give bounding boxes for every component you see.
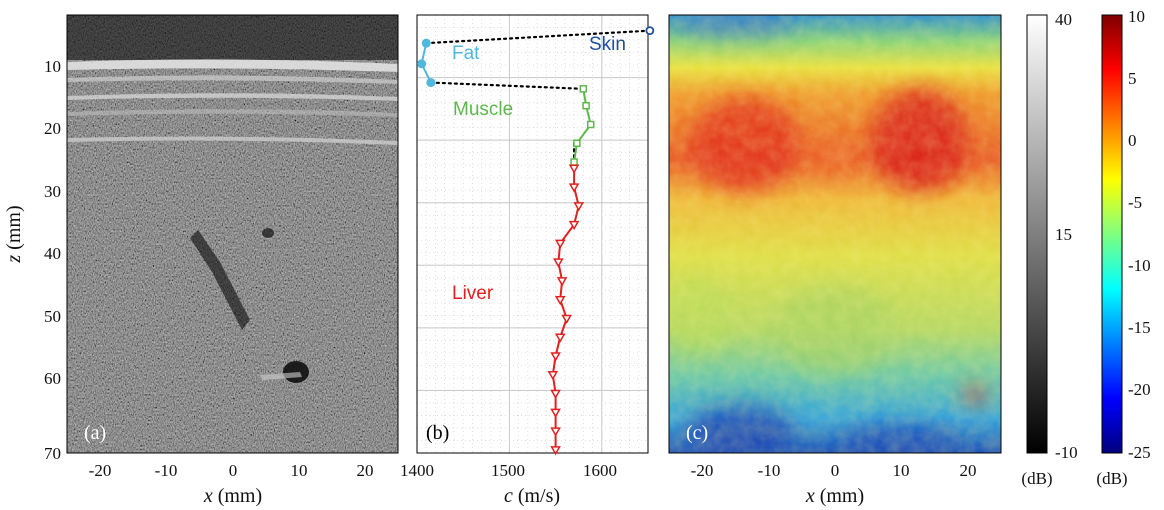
tick-label: 70 (44, 444, 61, 463)
tick-label: 50 (44, 307, 61, 326)
colorbar-jet: 10 5 0 -5 -10 -15 -20 -25 (dB) (1096, 7, 1150, 488)
colorbar-tick: 0 (1128, 131, 1137, 150)
panel-label: (a) (84, 422, 106, 444)
panel-a-xticks: -20 -10 0 10 20 (89, 461, 374, 480)
colorbar-tick: 10 (1128, 7, 1145, 26)
data-point (579, 85, 588, 93)
colorbar-tick: 15 (1055, 225, 1072, 244)
panel-b-grid (417, 15, 648, 453)
data-point (550, 446, 561, 456)
series-fat (417, 38, 436, 88)
panel-label: (b) (426, 422, 449, 444)
tick-label: -10 (155, 461, 178, 480)
tick-label: -20 (89, 461, 112, 480)
data-point (550, 408, 561, 418)
colorbar-unit: (dB) (1096, 469, 1127, 488)
layer-connector (429, 81, 585, 90)
series-label-skin: Skin (589, 34, 626, 55)
y-axis-label: z (mm) (3, 205, 25, 263)
heatmap-image (669, 15, 1001, 453)
colorbar-unit: (dB) (1021, 469, 1052, 488)
data-point (570, 158, 578, 166)
data-point (421, 38, 431, 48)
tick-label: 10 (291, 461, 308, 480)
tick-label: 20 (44, 119, 61, 138)
data-point (417, 59, 427, 69)
panel-b: Skin Fat Muscle Liver 1400 1500 1600 c (… (400, 14, 655, 507)
layer-connector (425, 29, 651, 45)
tick-label: 1600 (583, 461, 617, 480)
data-point (550, 427, 561, 437)
colorbar-tick: -15 (1128, 318, 1151, 337)
tick-label: 10 (893, 461, 910, 480)
data-point (573, 202, 584, 212)
colorbar-tick: -10 (1128, 256, 1151, 275)
data-point (554, 239, 566, 249)
tick-label: 40 (44, 244, 61, 263)
x-axis-label: x (mm) (805, 485, 864, 507)
panel-c: -20 -10 0 10 20 x (mm) (c) (668, 14, 1002, 507)
tick-label: 20 (357, 461, 374, 480)
tick-label: 1500 (491, 461, 525, 480)
data-point (561, 314, 572, 324)
series-label-fat: Fat (452, 43, 480, 64)
data-point (568, 183, 580, 193)
x-axis-label: x (mm) (203, 485, 262, 507)
panel-b-series (417, 26, 655, 456)
colorbar-tick: -20 (1128, 380, 1151, 399)
panel-a-yticks: 10 20 30 40 50 60 70 (44, 57, 61, 463)
series-label-liver: Liver (452, 283, 494, 304)
tick-label: 30 (44, 182, 61, 201)
colorbar-tick: -25 (1128, 443, 1151, 462)
colorbar-tick: 40 (1055, 10, 1072, 29)
tick-label: 20 (960, 461, 977, 480)
tick-label: 10 (44, 57, 61, 76)
tick-label: 60 (44, 369, 61, 388)
data-point (550, 389, 561, 400)
data-point (582, 101, 590, 110)
series-line (551, 168, 580, 450)
data-point (550, 352, 561, 362)
data-point (554, 295, 566, 306)
tick-label: 0 (229, 461, 238, 480)
tick-label: -20 (691, 461, 714, 480)
series-skin (645, 26, 655, 36)
data-point (645, 26, 655, 36)
tick-label: -10 (758, 461, 781, 480)
colorbar-tick: -5 (1128, 193, 1142, 212)
data-point (573, 139, 581, 148)
data-point (586, 120, 595, 129)
colorbar-tick: -10 (1055, 443, 1078, 462)
data-point (556, 277, 568, 287)
data-point (547, 371, 559, 381)
bmode-image (67, 15, 398, 453)
data-point (554, 333, 566, 343)
data-point (568, 164, 580, 174)
tick-label: 1400 (400, 461, 434, 480)
panel-c-xticks: -20 -10 0 10 20 (691, 461, 977, 480)
panel-label: (c) (686, 422, 708, 444)
series-label-muscle: Muscle (453, 99, 513, 120)
data-point (553, 258, 564, 268)
x-axis-label: c (m/s) (504, 485, 560, 507)
data-point (568, 220, 580, 231)
data-point (426, 78, 436, 88)
panel-a: -20 -10 0 10 20 10 20 30 40 50 60 70 x (… (3, 14, 399, 507)
colorbar-gray: 40 15 -10 (dB) (1021, 10, 1077, 488)
series-muscle (570, 85, 595, 166)
panel-b-xticks: 1400 1500 1600 (400, 461, 617, 480)
colorbar-tick: 5 (1128, 69, 1137, 88)
tick-label: 0 (831, 461, 840, 480)
series-liver (547, 164, 584, 456)
